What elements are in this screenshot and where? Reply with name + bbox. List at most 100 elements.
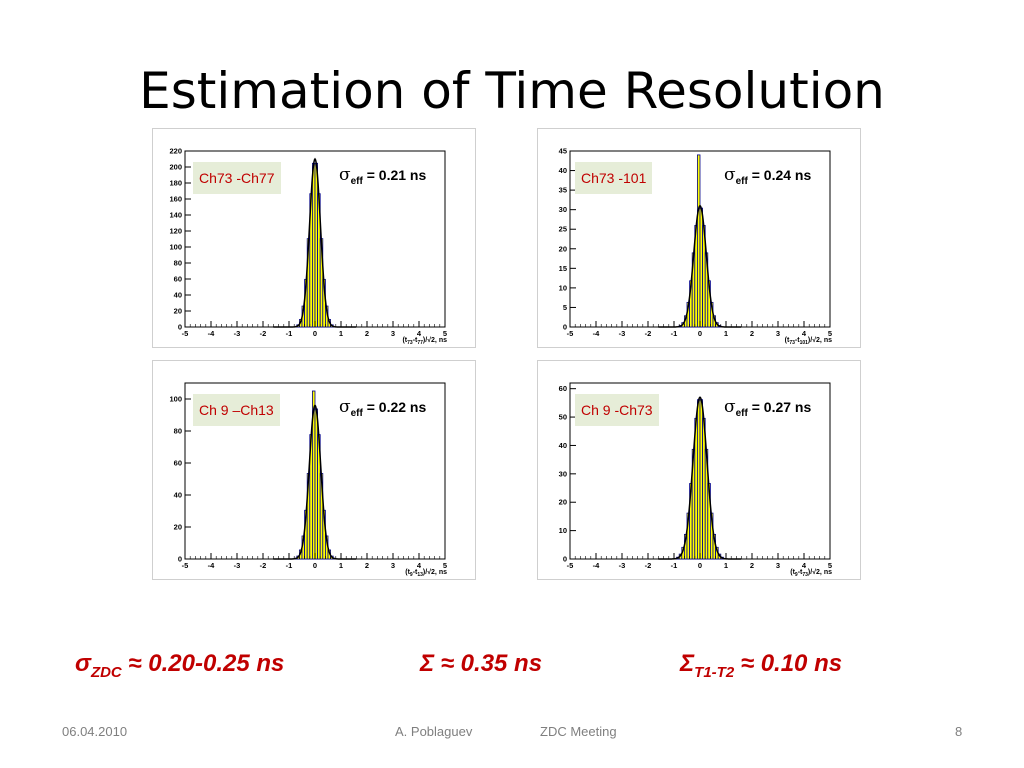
summary-sigma-zdc: σZDC ≈ 0.20-0.25 ns	[75, 650, 284, 681]
x-tick-label: -2	[260, 329, 267, 338]
x-tick-label: 5	[828, 329, 832, 338]
y-tick-label: 140	[169, 211, 182, 220]
gaussian-fit-curve	[273, 404, 357, 560]
x-tick-label: -2	[260, 561, 267, 570]
channel-label: Ch73 -Ch77	[193, 162, 281, 194]
x-axis-label: (t73-t101)/√2, ns	[785, 336, 832, 346]
y-tick-label: 200	[169, 163, 182, 172]
sigma-value: = 0.22 ns	[362, 399, 427, 415]
histogram-panel-ch73-101: -5 -4 -3 -2 -1 0 1 2 3 4 5 0 5 10 15 20 25 30 35 40 45 (t73-t…	[537, 128, 861, 348]
y-tick-label: 160	[169, 195, 182, 204]
y-tick-label: 0	[178, 323, 182, 332]
x-tick-label: 5	[828, 561, 832, 570]
x-tick-label: -3	[619, 561, 626, 570]
y-tick-label: 60	[174, 459, 182, 468]
x-tick-label: -5	[182, 561, 189, 570]
sigma-subscript: eff	[350, 407, 363, 419]
sigma-symbol: σ	[724, 397, 736, 417]
x-tick-label: -1	[286, 329, 293, 338]
summary-symbol: Σ	[420, 650, 435, 677]
sigma-eff-readout: σeff = 0.21 ns	[339, 165, 426, 187]
y-tick-label: 40	[174, 491, 182, 500]
sigma-subscript: eff	[735, 175, 748, 187]
y-tick-label: 15	[559, 264, 567, 273]
summary-symbol: σ	[75, 650, 91, 677]
x-tick-label: 1	[724, 329, 728, 338]
histogram-panel-ch9-ch13: -5 -4 -3 -2 -1 0 1 2 3 4 5 0 20 40 60 80 100 (t9-t13)/√2,…	[152, 360, 476, 580]
gaussian-fit-curve	[658, 204, 742, 328]
sigma-value: = 0.24 ns	[747, 167, 812, 183]
sigma-eff-readout: σeff = 0.22 ns	[339, 397, 426, 419]
y-tick-label: 100	[169, 395, 182, 404]
slide-title: Estimation of Time Resolution	[139, 62, 885, 120]
y-tick-label: 20	[559, 244, 567, 253]
y-tick-label: 10	[559, 283, 567, 292]
sigma-value: = 0.21 ns	[362, 167, 427, 183]
gaussian-fit-curve	[273, 157, 357, 328]
y-tick-label: 20	[174, 523, 182, 532]
histogram-panel-ch73-ch77: -5 -4 -3 -2 -1 0 1 2 3 4 5 0 20 40 60 80 100 120 140 160 180…	[152, 128, 476, 348]
x-tick-label: 5	[443, 561, 447, 570]
x-tick-label: 4	[417, 561, 422, 570]
x-axis-label: (t73-t77)/√2, ns	[402, 336, 447, 346]
y-tick-label: 35	[559, 186, 567, 195]
x-tick-label: 2	[365, 329, 369, 338]
y-tick-label: 120	[169, 227, 182, 236]
sigma-symbol: σ	[339, 397, 351, 417]
y-tick-label: 50	[559, 413, 567, 422]
channel-label: Ch 9 -Ch73	[575, 394, 659, 426]
summary-subscript: T1-T2	[694, 663, 735, 681]
y-tick-label: 20	[174, 307, 182, 316]
summary-sigma-total: Σ ≈ 0.35 ns	[420, 650, 542, 681]
y-tick-label: 5	[563, 303, 567, 312]
x-tick-label: -5	[567, 561, 574, 570]
sigma-symbol: σ	[724, 165, 736, 185]
x-tick-label: 0	[313, 329, 317, 338]
x-tick-label: 1	[724, 561, 728, 570]
x-tick-label: -4	[208, 329, 215, 338]
y-tick-label: 60	[559, 384, 567, 393]
y-tick-label: 30	[559, 205, 567, 214]
y-tick-label: 20	[559, 498, 567, 507]
x-tick-label: -1	[671, 329, 678, 338]
summary-symbol: Σ	[680, 650, 695, 677]
footer-page-number: 8	[955, 724, 963, 739]
summary-subscript: ZDC	[90, 663, 122, 681]
channel-label: Ch73 -101	[575, 162, 653, 194]
y-tick-label: 180	[169, 179, 182, 188]
sigma-value: = 0.27 ns	[747, 399, 812, 415]
sigma-eff-readout: σeff = 0.27 ns	[724, 397, 811, 419]
x-tick-label: -1	[286, 561, 293, 570]
x-tick-label: -2	[645, 329, 652, 338]
x-tick-label: 2	[365, 561, 369, 570]
y-tick-label: 80	[174, 259, 182, 268]
y-tick-label: 0	[563, 555, 567, 564]
x-tick-label: -3	[234, 329, 241, 338]
x-tick-label: -4	[593, 561, 600, 570]
y-tick-label: 40	[174, 291, 182, 300]
x-tick-label: 0	[698, 329, 702, 338]
histogram-panel-ch9-ch73: -5 -4 -3 -2 -1 0 1 2 3 4 5 0 10 20 30 40 50 60 (t9-t73)/√2…	[537, 360, 861, 580]
x-tick-label: 3	[776, 561, 780, 570]
footer-author: A. Poblaguev	[395, 724, 473, 739]
x-tick-label: 4	[802, 329, 807, 338]
y-tick-label: 60	[174, 275, 182, 284]
x-tick-label: -2	[645, 561, 652, 570]
y-tick-label: 30	[559, 469, 567, 478]
x-tick-label: -4	[208, 561, 215, 570]
x-tick-label: -1	[671, 561, 678, 570]
footer-meeting: ZDC Meeting	[540, 724, 617, 739]
y-tick-label: 10	[559, 526, 567, 535]
x-tick-label: 2	[750, 329, 754, 338]
x-tick-label: -3	[619, 329, 626, 338]
sigma-subscript: eff	[735, 407, 748, 419]
x-tick-label: 3	[391, 561, 395, 570]
y-tick-label: 45	[559, 147, 567, 156]
x-tick-label: -4	[593, 329, 600, 338]
summary-value: ≈ 0.35 ns	[434, 650, 543, 677]
x-tick-label: 1	[339, 561, 343, 570]
x-tick-label: 2	[750, 561, 754, 570]
x-tick-label: -3	[234, 561, 241, 570]
x-tick-label: -5	[182, 329, 189, 338]
